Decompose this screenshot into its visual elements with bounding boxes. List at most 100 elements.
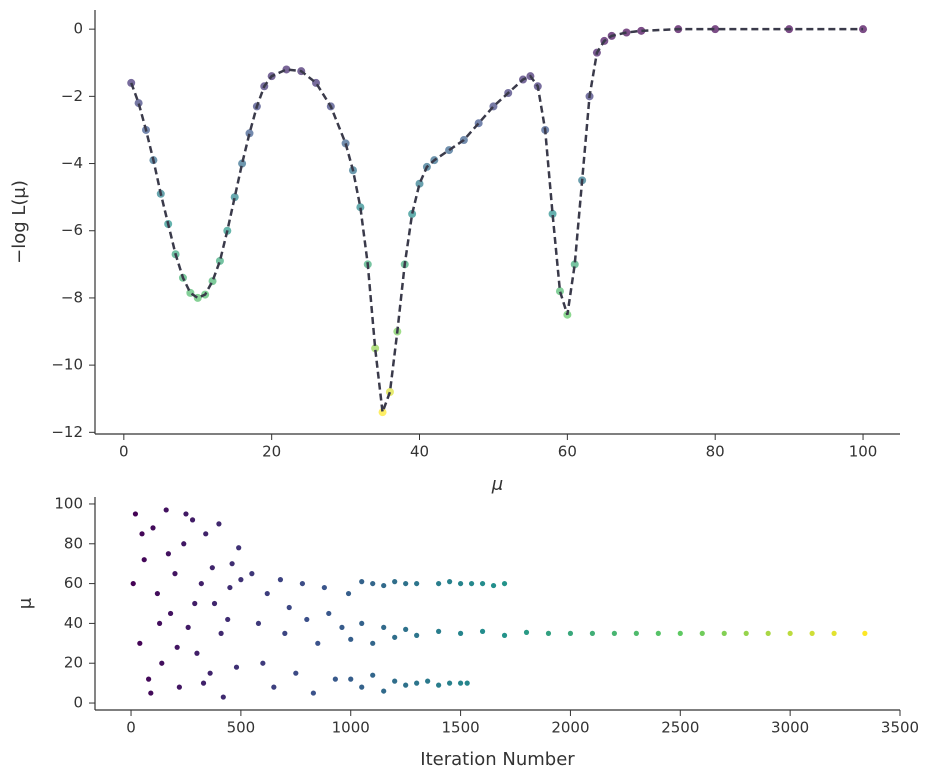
point	[321, 584, 327, 591]
point	[304, 616, 310, 623]
point	[378, 408, 387, 417]
point	[468, 580, 475, 587]
point	[238, 159, 247, 168]
point	[862, 630, 868, 636]
y-tick-label: 40	[64, 614, 83, 632]
point	[548, 209, 557, 218]
x-tick-label: 60	[558, 443, 577, 461]
x-tick-label: 2000	[551, 719, 589, 737]
point	[282, 630, 288, 636]
point	[271, 684, 277, 690]
point	[229, 561, 235, 567]
point	[501, 580, 508, 587]
y-tick-label: 100	[54, 494, 83, 512]
point	[370, 672, 376, 678]
point	[414, 580, 420, 587]
point	[436, 628, 442, 634]
point	[198, 580, 204, 587]
x-tick-label: 40	[410, 443, 429, 461]
point	[392, 579, 398, 585]
point	[570, 260, 579, 269]
point	[326, 610, 332, 617]
point	[260, 660, 266, 666]
point	[809, 630, 815, 636]
point	[238, 577, 244, 583]
point	[218, 630, 224, 636]
point	[150, 525, 156, 531]
point	[457, 680, 464, 686]
x-tick-label: 3500	[881, 719, 919, 737]
y-tick-label: −8	[61, 288, 83, 306]
point	[677, 630, 683, 636]
point	[220, 694, 226, 700]
point	[359, 579, 365, 585]
point	[622, 28, 631, 37]
point	[479, 628, 486, 634]
point	[159, 660, 165, 666]
point	[156, 620, 163, 627]
point	[183, 511, 189, 517]
x-axis-label: μ	[491, 474, 503, 495]
point	[163, 507, 169, 513]
point	[425, 678, 431, 684]
point	[381, 688, 387, 694]
point	[174, 644, 180, 650]
point	[200, 680, 207, 686]
point	[233, 664, 240, 670]
point	[225, 616, 231, 623]
point	[831, 630, 837, 636]
x-tick-label: 0	[126, 719, 136, 737]
point	[348, 636, 354, 642]
point	[141, 557, 147, 563]
y-axis-label: μ	[15, 597, 36, 609]
point	[567, 630, 574, 636]
point	[464, 680, 470, 686]
point	[130, 580, 136, 587]
point	[207, 670, 213, 676]
point	[359, 684, 365, 690]
point	[381, 624, 387, 630]
point	[408, 209, 417, 218]
y-tick-label: 60	[64, 574, 83, 592]
point	[255, 620, 262, 627]
point	[447, 579, 453, 585]
point	[633, 630, 639, 636]
point	[249, 571, 255, 577]
x-tick-label: 500	[227, 719, 256, 737]
point	[286, 604, 292, 611]
point	[403, 626, 409, 632]
point	[348, 676, 354, 682]
point	[154, 590, 160, 597]
point	[134, 99, 143, 108]
point	[227, 584, 233, 591]
point	[436, 682, 442, 688]
point	[185, 624, 191, 630]
point	[172, 571, 178, 577]
point	[341, 139, 350, 148]
y-tick-label: 20	[64, 654, 83, 672]
x-axis-label: Iteration Number	[420, 749, 575, 770]
point	[501, 632, 508, 638]
x-tick-label: 2500	[661, 719, 699, 737]
point	[711, 25, 720, 34]
y-tick-label: 0	[73, 694, 83, 712]
point	[132, 511, 139, 517]
point	[181, 541, 187, 547]
point	[216, 521, 222, 527]
point	[245, 129, 254, 138]
x-tick-label: 20	[262, 443, 281, 461]
point	[194, 650, 200, 656]
point	[137, 640, 143, 646]
point	[230, 193, 239, 202]
y-tick-label: −4	[61, 154, 83, 172]
point	[765, 630, 771, 636]
point	[721, 630, 727, 636]
x-tick-label: 0	[119, 443, 129, 461]
likelihood-line	[130, 27, 864, 413]
point	[381, 582, 387, 589]
point	[490, 582, 497, 589]
point	[699, 630, 705, 636]
point	[293, 670, 299, 676]
point	[277, 577, 284, 583]
